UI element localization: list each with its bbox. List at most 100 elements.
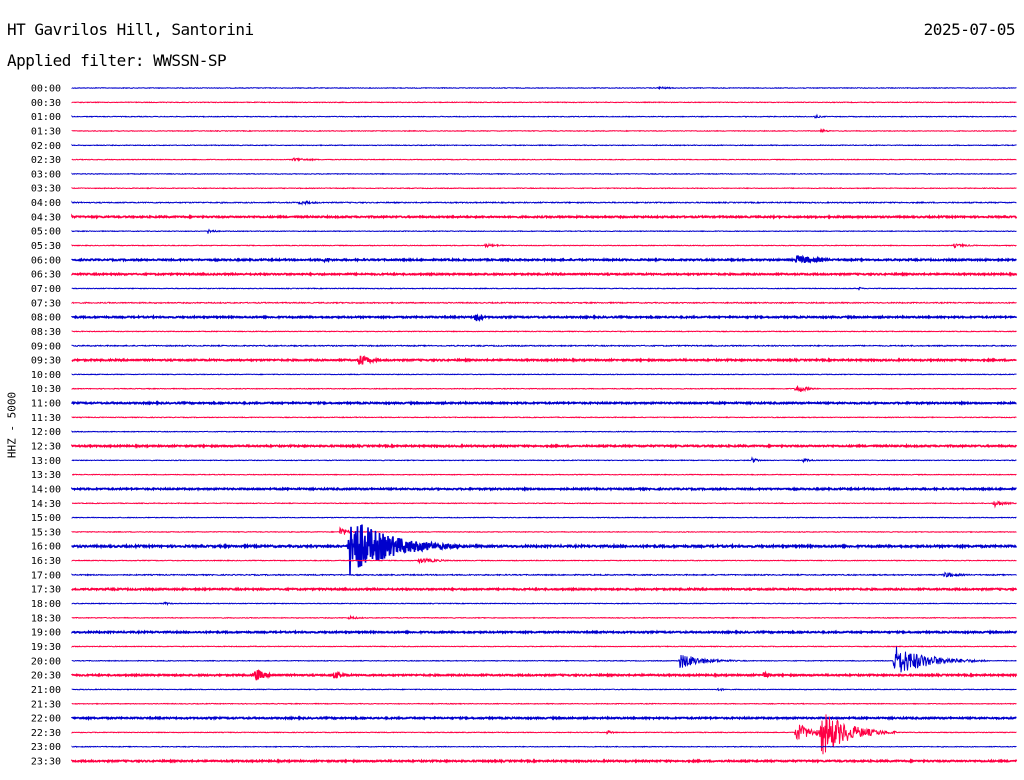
helicorder-rows [71,85,1018,764]
seismic-trace [71,416,1017,419]
row-label: 17:00 [31,570,61,581]
seismic-trace [71,355,1017,365]
row-labels: 00:00 00:30 01:00 01:30 02:00 02:30 03:00 03:30… [31,84,61,768]
row-label: 07:30 [31,298,61,309]
seismic-trace [71,715,1017,722]
row-label: 23:00 [31,742,61,753]
row-label: 03:30 [31,184,61,195]
row-label: 08:00 [31,313,61,324]
seismic-trace [71,557,1017,565]
row-label: 18:30 [31,613,61,624]
row-label: 15:30 [31,527,61,538]
seismic-trace [71,344,1017,348]
seismic-trace [72,473,1017,476]
seismic-trace [71,758,1018,764]
seismic-trace [71,101,1017,104]
row-label: 23:30 [31,757,61,768]
row-label: 00:00 [31,84,61,95]
seismic-trace [71,516,1017,519]
seismic-trace [71,200,1017,206]
seismic-trace [71,242,1017,249]
seismic-trace [71,286,1017,291]
seismic-trace [71,143,1017,147]
seismic-trace [71,669,1018,681]
seismic-trace [71,601,1017,607]
station-title: HT Gavrilos Hill, Santorini [7,20,254,39]
row-label: 16:30 [31,556,61,567]
row-label: 21:30 [31,699,61,710]
seismic-trace [71,400,1017,407]
row-label: 20:00 [31,656,61,667]
row-label: 04:00 [31,198,61,209]
row-label: 14:30 [31,499,61,510]
filter-label: Applied filter: WWSSN-SP [7,51,227,70]
seismic-trace [71,687,1017,692]
seismic-trace [71,187,1017,190]
row-label: 09:00 [31,341,61,352]
row-label: 13:30 [31,470,61,481]
seismic-trace [71,430,1017,433]
row-label: 19:30 [31,642,61,653]
row-label: 09:30 [31,356,61,367]
row-label: 07:00 [31,284,61,295]
seismic-trace [71,330,1017,333]
seismic-trace [71,373,1017,376]
row-label: 15:00 [31,513,61,524]
row-label: 01:30 [31,126,61,137]
row-label: 06:00 [31,255,61,266]
row-label: 02:00 [31,141,61,152]
row-label: 12:30 [31,442,61,453]
seismic-trace [71,254,1017,264]
row-label: 05:00 [31,227,61,238]
seismic-trace [71,157,1017,162]
seismic-trace [71,456,1017,464]
seismic-trace [71,228,1017,234]
seismic-trace [71,745,1017,748]
row-label: 16:00 [31,542,61,553]
seismic-trace [71,714,1017,755]
row-label: 00:30 [31,98,61,109]
seismic-trace [71,485,1017,493]
row-label: 18:00 [31,599,61,610]
row-label: 13:00 [31,456,61,467]
row-label: 02:30 [31,155,61,166]
row-label: 11:30 [31,413,61,424]
seismic-trace [71,629,1018,636]
seismic-trace [71,85,1017,90]
row-label: 06:30 [31,270,61,281]
row-label: 22:30 [31,728,61,739]
row-label: 21:00 [31,685,61,696]
seismic-trace [71,301,1017,305]
row-label: 19:00 [31,628,61,639]
seismic-trace [71,385,1017,393]
seismic-trace [71,500,1017,509]
row-label: 14:00 [31,484,61,495]
row-label: 10:30 [31,384,61,395]
row-label: 04:30 [31,212,61,223]
row-label: 11:00 [31,399,61,410]
row-label: 20:30 [31,671,61,682]
seismic-trace [71,614,1017,621]
seismic-trace [71,702,1017,705]
seismic-trace [71,442,1018,449]
seismic-trace [71,313,1018,323]
seismic-trace [71,213,1018,220]
row-label: 05:30 [31,241,61,252]
row-label: 22:00 [31,714,61,725]
seismic-trace [71,646,1017,673]
row-label: 03:00 [31,169,61,180]
seismic-trace [71,172,1017,176]
seismic-trace [71,586,1018,593]
seismic-trace [71,526,1017,535]
seismic-trace [71,127,1017,133]
row-label: 17:30 [31,585,61,596]
seismic-trace [71,113,1017,119]
row-label: 12:00 [31,427,61,438]
seismic-trace [71,645,1017,649]
row-label: 10:00 [31,370,61,381]
seismic-trace [71,571,1017,578]
seismic-trace [71,524,1017,576]
seismic-trace [71,271,1018,277]
row-label: 01:00 [31,112,61,123]
